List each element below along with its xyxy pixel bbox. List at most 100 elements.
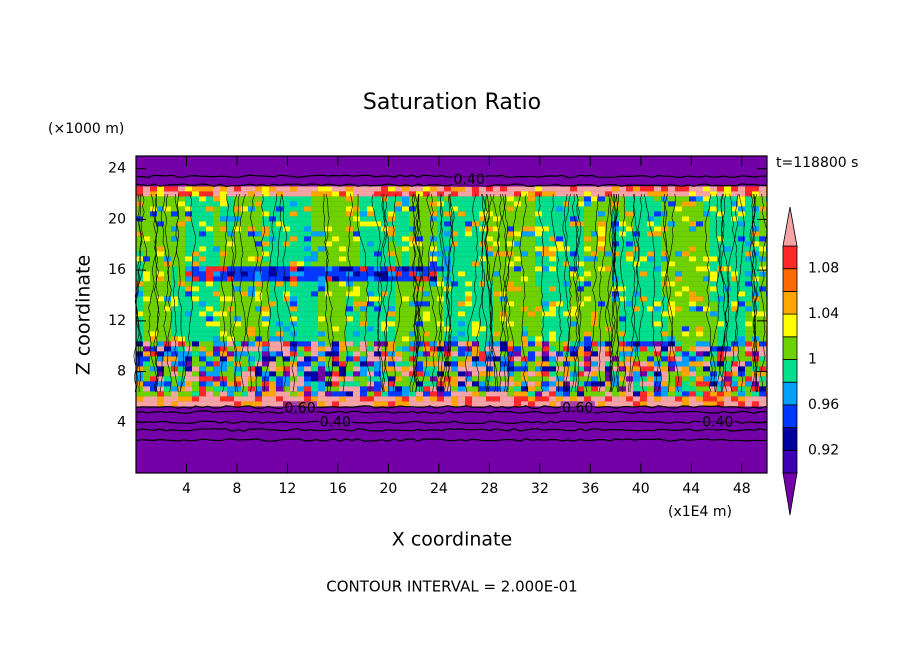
- field-cell: [283, 286, 290, 292]
- field-cell: [227, 221, 234, 227]
- field-cell: [521, 366, 528, 372]
- field-cell: [451, 326, 458, 332]
- field-cell: [367, 361, 374, 367]
- field-cell: [227, 211, 234, 217]
- field-cell: [409, 356, 416, 362]
- field-cell: [682, 361, 689, 367]
- field-cell: [556, 396, 563, 402]
- field-cell: [374, 236, 381, 242]
- field-cell: [269, 316, 276, 322]
- field-cell: [717, 201, 724, 207]
- field-cell: [668, 361, 675, 367]
- field-cell: [745, 361, 752, 367]
- field-cell: [297, 276, 304, 282]
- field-cell: [458, 271, 465, 277]
- field-cell: [703, 396, 710, 402]
- field-cell: [437, 371, 444, 377]
- field-cell: [192, 311, 199, 317]
- field-cell: [416, 291, 423, 297]
- field-cell: [388, 206, 395, 212]
- field-cell: [486, 316, 493, 322]
- field-cell: [402, 346, 409, 352]
- field-cell: [451, 276, 458, 282]
- field-cell: [178, 386, 185, 392]
- field-cell: [521, 186, 528, 192]
- field-cell: [612, 266, 619, 272]
- field-cell: [360, 306, 367, 312]
- field-cell: [157, 246, 164, 252]
- field-cell: [206, 201, 213, 207]
- field-cell: [388, 216, 395, 222]
- field-cell: [668, 286, 675, 292]
- field-cell: [409, 301, 416, 307]
- field-cell: [633, 236, 640, 242]
- field-cell: [626, 386, 633, 392]
- field-cell: [724, 391, 731, 397]
- field-cell: [458, 211, 465, 217]
- field-cell: [472, 256, 479, 262]
- field-cell: [164, 381, 171, 387]
- field-cell: [416, 246, 423, 252]
- field-cell: [283, 311, 290, 317]
- field-cell: [500, 371, 507, 377]
- field-cell: [395, 271, 402, 277]
- contour-line: [519, 193, 528, 393]
- field-cell: [654, 251, 661, 257]
- field-cell: [234, 401, 241, 407]
- field-cell: [213, 341, 220, 347]
- field-cell: [507, 191, 514, 197]
- field-cell: [423, 336, 430, 342]
- field-cell: [584, 286, 591, 292]
- field-cell: [661, 371, 668, 377]
- field-cell: [395, 326, 402, 332]
- chart-title: Saturation Ratio: [363, 90, 541, 115]
- field-cell: [556, 206, 563, 212]
- field-cell: [150, 371, 157, 377]
- field-cell: [346, 331, 353, 337]
- y-tick-label: 20: [108, 211, 126, 227]
- field-cell: [318, 236, 325, 242]
- field-cell: [346, 221, 353, 227]
- field-cell: [535, 326, 542, 332]
- field-cell: [269, 191, 276, 197]
- field-cell: [318, 211, 325, 217]
- field-cell: [388, 211, 395, 217]
- field-cell: [556, 316, 563, 322]
- field-cell: [626, 226, 633, 232]
- field-cell: [213, 391, 220, 397]
- field-cell: [626, 296, 633, 302]
- field-cell: [556, 306, 563, 312]
- field-cell: [661, 196, 668, 202]
- field-cell: [584, 186, 591, 192]
- field-cell: [367, 396, 374, 402]
- field-cell: [213, 381, 220, 387]
- field-cell: [178, 301, 185, 307]
- field-cell: [584, 236, 591, 242]
- field-cell: [353, 261, 360, 267]
- field-cell: [654, 306, 661, 312]
- field-cell: [234, 391, 241, 397]
- field-cell: [367, 226, 374, 232]
- field-cell: [759, 386, 766, 392]
- field-cell: [647, 351, 654, 357]
- field-cell: [549, 391, 556, 397]
- field-cell: [227, 261, 234, 267]
- field-cell: [416, 396, 423, 402]
- field-cell: [304, 386, 311, 392]
- field-cell: [703, 296, 710, 302]
- field-cell: [598, 251, 605, 257]
- field-cell: [255, 196, 262, 202]
- field-cell: [423, 381, 430, 387]
- field-cell: [570, 321, 577, 327]
- field-cell: [360, 381, 367, 387]
- field-cell: [465, 286, 472, 292]
- field-cell: [423, 211, 430, 217]
- field-cell: [549, 356, 556, 362]
- field-cell: [437, 216, 444, 222]
- field-cell: [248, 191, 255, 197]
- field-cell: [381, 351, 388, 357]
- field-cell: [731, 366, 738, 372]
- field-cell: [549, 376, 556, 382]
- field-cell: [738, 311, 745, 317]
- field-cell: [738, 291, 745, 297]
